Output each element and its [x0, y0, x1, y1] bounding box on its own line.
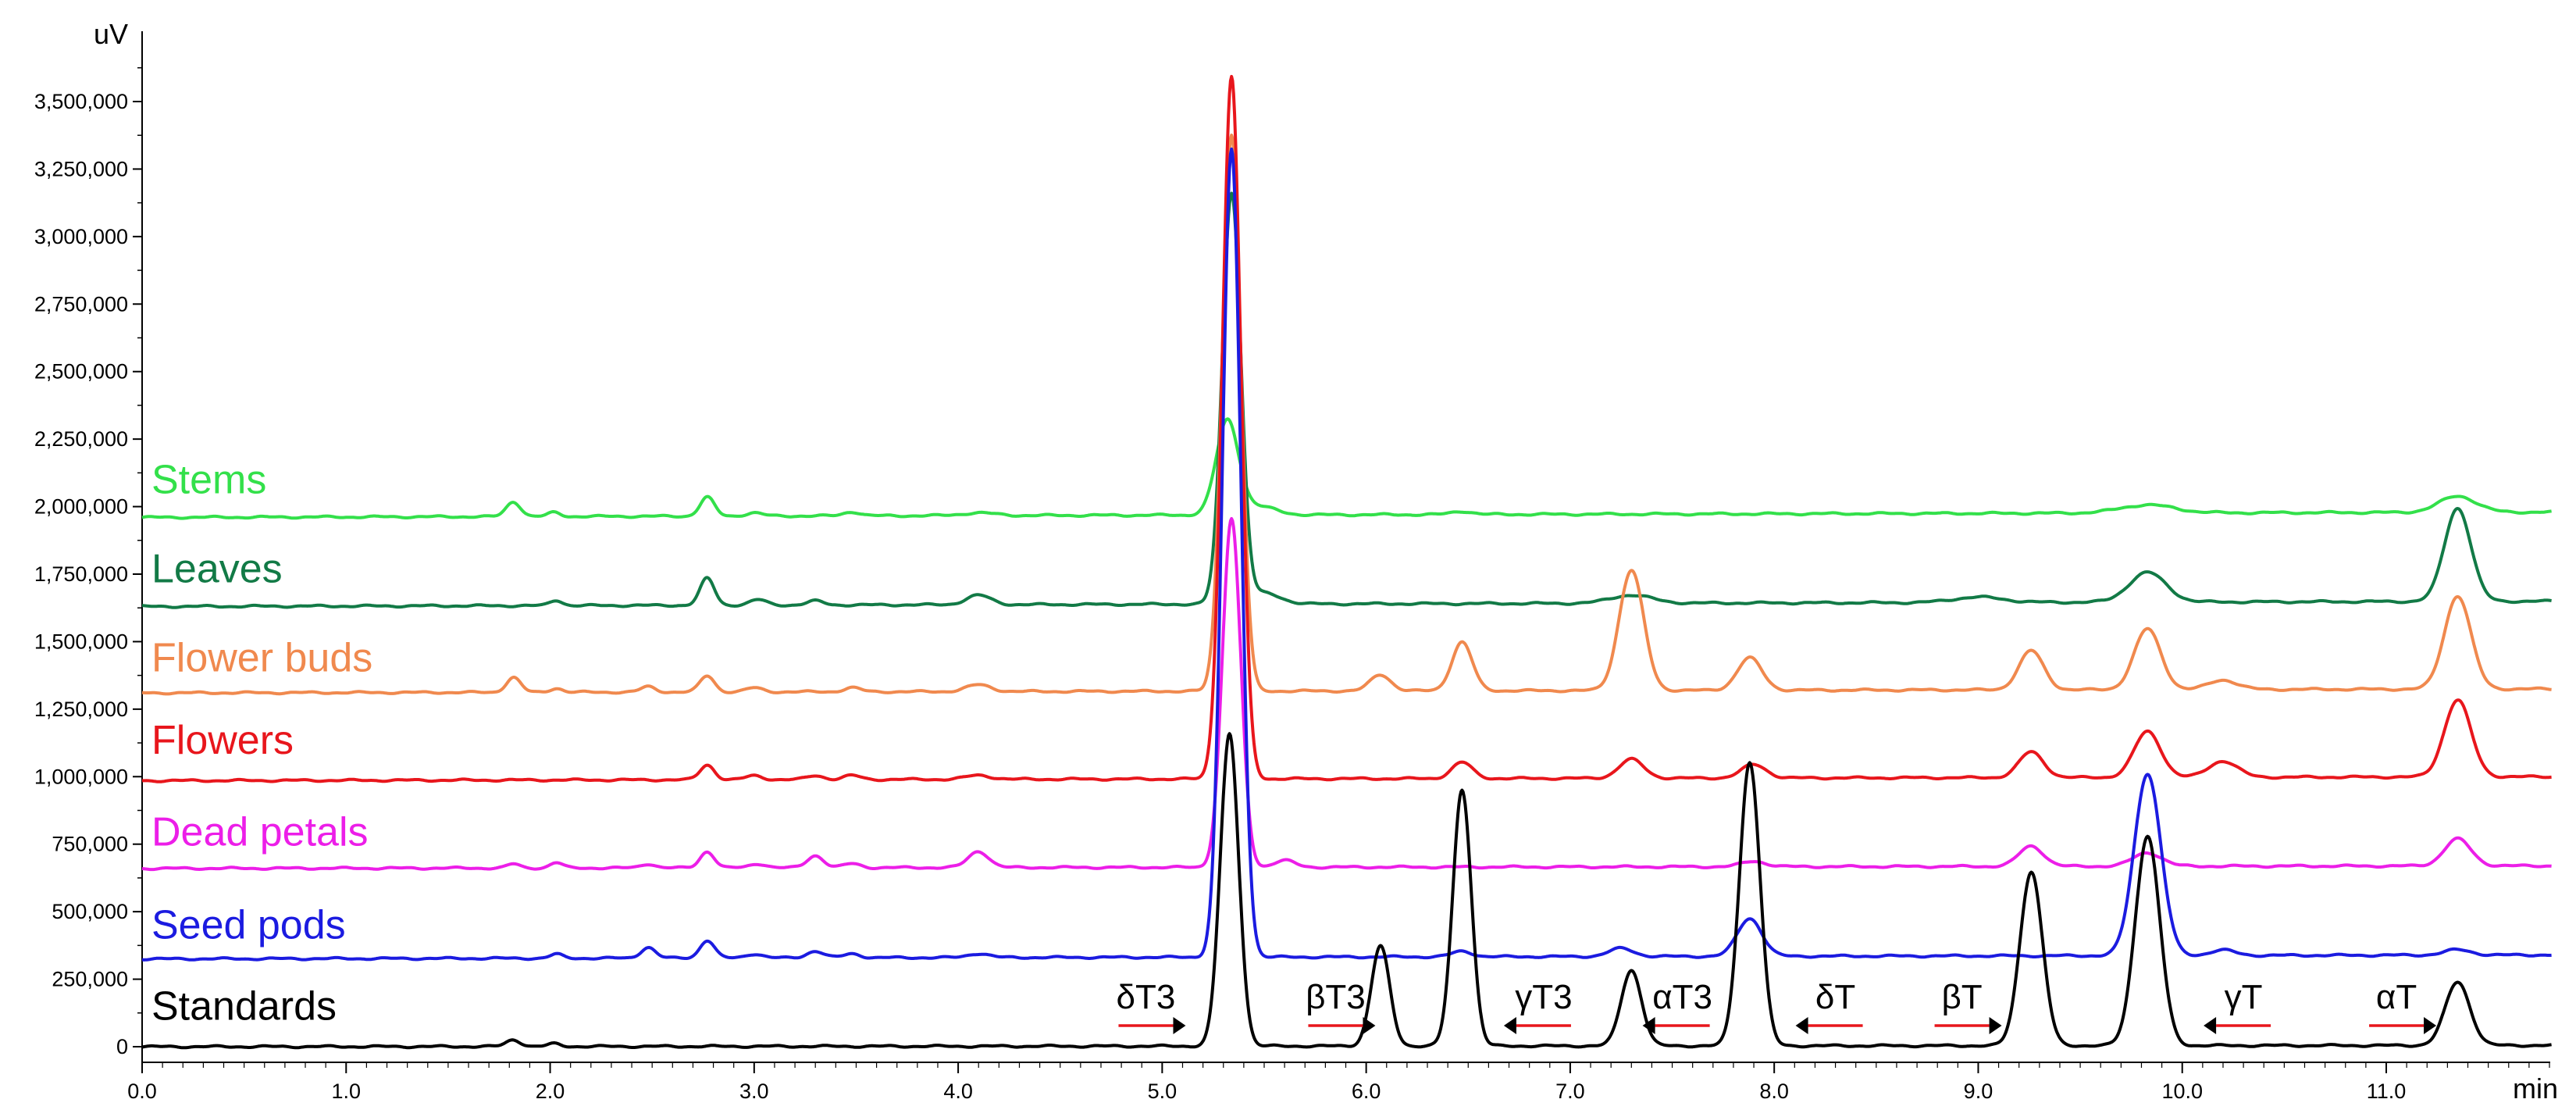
- x-tick-label: 4.0: [943, 1080, 973, 1103]
- y-tick-label: 3,000,000: [34, 225, 128, 248]
- peak-arrow-head: [1795, 1017, 1808, 1035]
- x-tick-label: 8.0: [1759, 1080, 1789, 1103]
- x-tick-label: 5.0: [1148, 1080, 1178, 1103]
- series-line-flowers: [141, 74, 2553, 783]
- y-axis-unit: uV: [94, 18, 128, 50]
- y-tick-label: 3,250,000: [34, 157, 128, 180]
- x-tick-label: 11.0: [2367, 1080, 2407, 1103]
- x-tick-label: 9.0: [1964, 1080, 1993, 1103]
- series-line-leaves: [141, 191, 2553, 609]
- x-tick-label: 7.0: [1555, 1080, 1585, 1103]
- y-tick-label: 1,000,000: [34, 765, 128, 788]
- peak-label: βT3: [1306, 978, 1366, 1016]
- peak-label: δT3: [1117, 978, 1176, 1016]
- peak-annotations: δT3 βT3 γT3 αT3 δT βT γT αT: [1117, 978, 2437, 1035]
- series-line-stems: [141, 417, 2553, 520]
- peak-label: αT: [2376, 978, 2417, 1016]
- peak-arrow-head: [1173, 1017, 1186, 1035]
- series-label-seed-pods: Seed pods: [151, 903, 346, 948]
- series-label-flowers: Flowers: [151, 718, 294, 763]
- series-line-flower-buds: [141, 134, 2553, 696]
- peak-arrow-head: [1989, 1017, 2002, 1035]
- peak-arrow-head: [1642, 1017, 1655, 1035]
- peak-label: αT3: [1652, 978, 1712, 1016]
- series-label-stems: Stems: [151, 457, 266, 502]
- series-label-dead-petals: Dead petals: [151, 809, 369, 855]
- series-labels: Stems Leaves Flower buds Flowers Dead petals…: [151, 457, 372, 1029]
- y-tick-label: 2,750,000: [34, 292, 128, 316]
- y-tick-label: 0: [116, 1035, 128, 1058]
- peak-arrow-head: [2424, 1017, 2437, 1035]
- y-tick-label: 750,000: [52, 833, 128, 856]
- y-tick-label: 1,500,000: [34, 630, 128, 653]
- x-tick-label: 6.0: [1352, 1080, 1381, 1103]
- series-line-standards: [141, 732, 2553, 1050]
- axes: 0 250,000 500,000 750,000 1,000,000 1,250,000…: [34, 18, 2558, 1105]
- series-label-standards: Standards: [151, 983, 337, 1029]
- series-line-dead-petals: [141, 517, 2553, 872]
- peak-arrow-head: [1503, 1017, 1516, 1035]
- peak-label: δT: [1815, 978, 1855, 1016]
- peak-label: γT: [2225, 978, 2263, 1016]
- x-axis-unit: min: [2513, 1072, 2558, 1105]
- y-tick-label: 3,500,000: [34, 90, 128, 113]
- y-tick-label: 1,250,000: [34, 698, 128, 721]
- peak-arrow-head: [1363, 1017, 1376, 1035]
- series-label-flower-buds: Flower buds: [151, 635, 372, 680]
- peak-label: βT: [1941, 978, 1982, 1016]
- y-tick-label: 250,000: [52, 968, 128, 991]
- x-tick-label: 10.0: [2161, 1080, 2203, 1103]
- y-tick-label: 2,500,000: [34, 360, 128, 384]
- y-tick-label: 2,250,000: [34, 427, 128, 451]
- x-tick-label: 3.0: [739, 1080, 769, 1103]
- y-tick-label: 2,000,000: [34, 495, 128, 519]
- peak-label: γT3: [1515, 978, 1572, 1016]
- x-tick-label: 2.0: [536, 1080, 565, 1103]
- series-line-seed-pods: [141, 147, 2553, 962]
- series-label-leaves: Leaves: [151, 546, 283, 591]
- peak-arrow-head: [2204, 1017, 2217, 1035]
- x-tick-label: 0.0: [127, 1080, 157, 1103]
- y-tick-label: 500,000: [52, 900, 128, 923]
- x-tick-label: 1.0: [331, 1080, 361, 1103]
- series-lines: [141, 74, 2553, 1050]
- y-tick-label: 1,750,000: [34, 562, 128, 586]
